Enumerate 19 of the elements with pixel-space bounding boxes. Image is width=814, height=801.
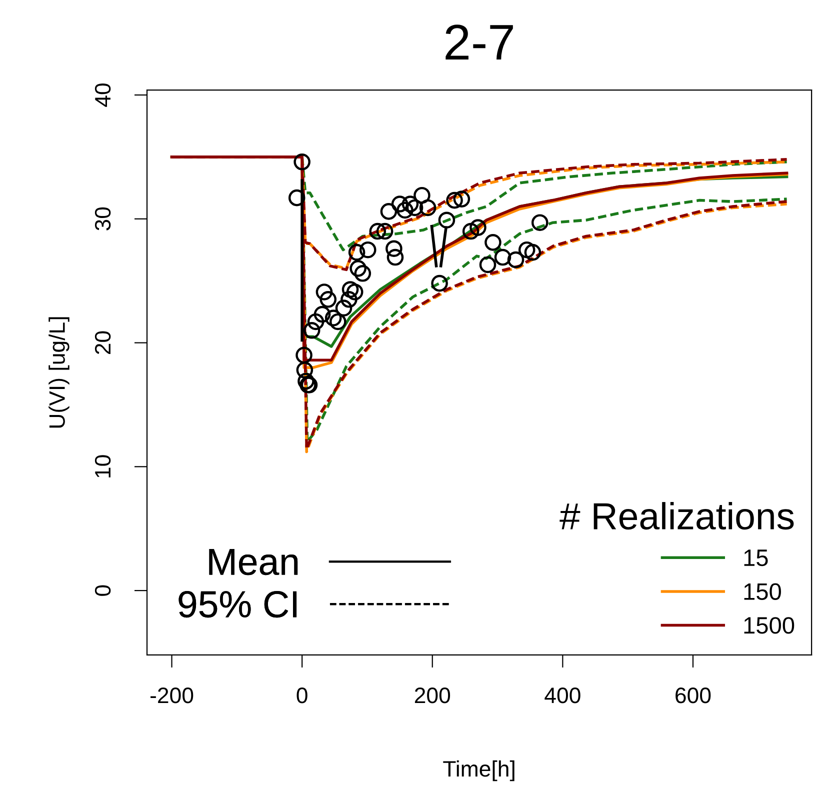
y-tick-label: 10 [94,455,111,478]
y-tick-label: 40 [94,83,111,107]
y-tick-label: 30 [94,207,111,230]
annotation: Mean [209,548,298,576]
x-tick-label: -200 [150,688,194,704]
x-tick-label: 400 [544,688,580,704]
legend-label: 1500 [744,617,794,634]
legend-label: 15 [744,550,768,566]
annotation: 95% CI [178,591,297,618]
x-tick-label: 600 [676,688,711,704]
legend-label: 150 [744,583,781,600]
chart-title: 2-7 [446,24,513,60]
x-tick-label: 200 [414,688,450,704]
y-axis-title: U(VI) [ug/L] [48,317,70,428]
y-tick-label: 20 [94,331,111,354]
x-tick-label: 0 [296,688,308,704]
legend-title: # Realizations [560,502,794,530]
x-axis-title: Time[h] [443,760,514,782]
y-tick-label: 0 [94,585,111,596]
